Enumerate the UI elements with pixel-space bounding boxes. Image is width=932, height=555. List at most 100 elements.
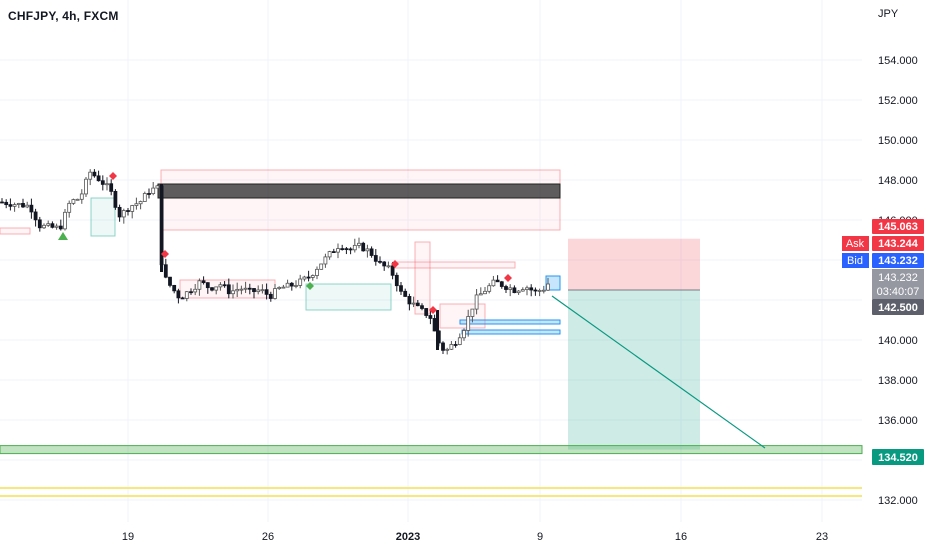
candle-body <box>168 276 172 286</box>
candle-body <box>67 202 72 213</box>
candle-body <box>105 183 109 186</box>
candle-body <box>264 289 269 295</box>
candle-body <box>491 279 496 287</box>
y-tick-label: 136.000 <box>878 415 918 427</box>
candle-body <box>336 248 340 253</box>
candle-body <box>315 268 319 276</box>
candle-body <box>29 204 34 213</box>
candle-body <box>365 248 370 252</box>
candle-body <box>344 248 349 251</box>
y-tick-label: 152.000 <box>878 95 918 107</box>
candle-body <box>100 180 105 185</box>
candle-body <box>16 203 21 205</box>
diamond-marker-icon <box>306 282 314 290</box>
x-tick-label: 16 <box>675 531 687 543</box>
candle-body <box>285 282 290 288</box>
candle-body <box>516 290 521 294</box>
candle-body <box>457 337 462 345</box>
candle-body <box>462 330 466 339</box>
diamond-marker-icon <box>504 274 512 282</box>
stop-price-label-bg <box>872 219 924 234</box>
candle-body <box>508 287 513 290</box>
target-level-band <box>0 445 863 455</box>
candle-body <box>235 289 240 292</box>
candle-body <box>294 285 298 287</box>
candle-body <box>176 290 181 299</box>
candle-body <box>205 282 210 289</box>
candle-body <box>445 348 450 351</box>
x-tick-label: 2023 <box>396 531 420 543</box>
candle-body <box>134 203 139 206</box>
candle-body <box>424 308 429 316</box>
candle-body <box>504 286 508 290</box>
candle-body <box>298 278 303 286</box>
countdown-label: 03:40:07 <box>877 286 920 298</box>
candle-body <box>193 288 198 293</box>
y-tick-label: 148.000 <box>878 175 918 187</box>
zone-demand <box>305 283 392 311</box>
candle-body <box>50 223 55 228</box>
ask-price-label-bg <box>872 236 924 251</box>
currency-label: JPY <box>878 8 899 20</box>
candle-body <box>46 223 51 226</box>
candle-body <box>323 256 328 265</box>
candle-body <box>403 290 408 297</box>
candle-body <box>525 287 529 290</box>
candle-body <box>390 265 395 276</box>
candle-body <box>58 225 63 230</box>
bid-label: Bid <box>847 255 863 267</box>
candle-body <box>470 308 475 317</box>
candle-body <box>172 284 177 292</box>
bid-label-bg <box>842 253 869 268</box>
candle-body <box>302 276 307 280</box>
candle-body <box>163 264 168 278</box>
candle-body <box>420 305 424 309</box>
candle-body <box>126 210 130 212</box>
ask-label: Ask <box>846 238 865 250</box>
y-tick-label: 150.000 <box>878 135 918 147</box>
diamond-marker-icon <box>391 260 399 268</box>
diamond-marker-icon <box>161 250 169 258</box>
x-tick-label: 9 <box>537 531 543 543</box>
candle-body <box>189 291 193 294</box>
candle-body <box>54 225 59 228</box>
candle-body <box>8 204 13 207</box>
candle-body <box>361 242 366 252</box>
candle-body <box>478 293 483 296</box>
candle-body <box>277 287 282 289</box>
candle-body <box>218 284 223 288</box>
candle-body <box>155 185 160 189</box>
candle-body <box>63 211 67 230</box>
zone-supply <box>414 241 431 315</box>
candle-body <box>273 288 277 299</box>
candle-body <box>0 201 4 204</box>
candle-body <box>386 265 391 268</box>
candle-body <box>4 201 9 206</box>
candle-body <box>239 288 244 291</box>
candle-body <box>382 261 387 267</box>
candle-body <box>306 276 311 279</box>
zone-blue <box>459 319 561 325</box>
candle-body <box>243 287 248 290</box>
candle-body <box>357 242 361 246</box>
candle-body <box>373 255 378 262</box>
candle-body <box>487 285 492 292</box>
candle-body <box>268 293 273 299</box>
candle-body <box>466 316 471 331</box>
candle-body <box>147 193 151 195</box>
candle-body <box>533 289 538 292</box>
zone-blue <box>461 329 561 335</box>
candle-body <box>117 206 122 218</box>
entry-price-label-bg <box>872 299 924 315</box>
candle-body <box>310 275 315 278</box>
zone-supply <box>394 261 516 269</box>
candle-body <box>75 198 80 201</box>
candle-body <box>256 289 261 293</box>
x-tick-label: 19 <box>122 531 134 543</box>
bid-price-label-bg <box>872 253 924 268</box>
zone-supply <box>0 227 31 235</box>
candle-body <box>12 204 17 207</box>
candle-body <box>415 302 420 307</box>
